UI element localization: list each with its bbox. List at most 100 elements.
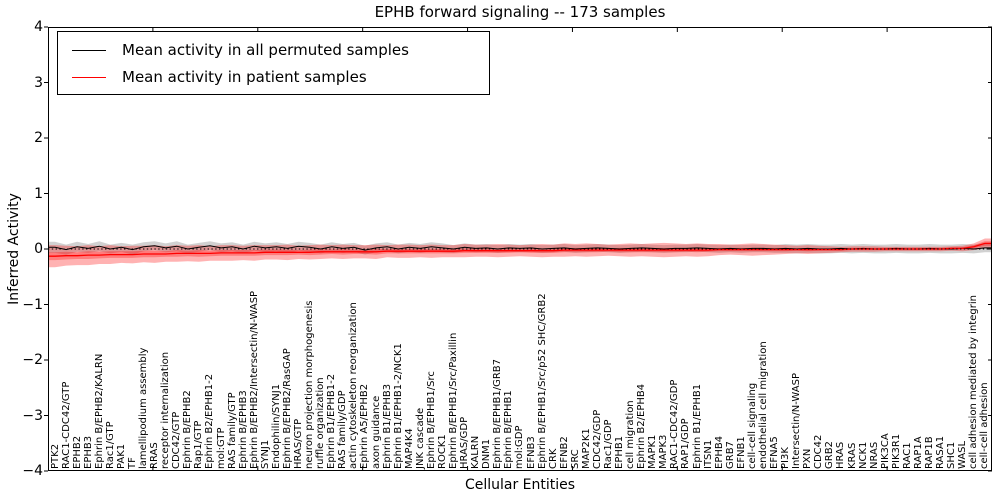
y-tick-label: −2 — [22, 352, 43, 368]
x-tick-label: RAS family/GTP — [226, 392, 238, 469]
x-tick-label: EPHB2 — [71, 435, 83, 469]
x-tick-label: PIK3R1 — [890, 433, 902, 469]
y-tick-label: 2 — [34, 130, 43, 146]
plot-frame — [48, 27, 992, 471]
x-tick-label: ruffle organization — [315, 377, 327, 469]
x-tick-label: ITSN1 — [702, 439, 714, 469]
x-tick-label: TF — [126, 457, 138, 469]
x-tick-label: Ephrin B/EPHB2/RasGAP — [281, 348, 293, 469]
chart-title: EPHB forward signaling -- 173 samples — [374, 3, 666, 21]
x-tick-label: receptor internalization — [160, 351, 172, 469]
x-tick-label: EPHB3 — [82, 435, 94, 469]
legend: Mean activity in all permuted samples Me… — [57, 31, 490, 95]
patient-line-swatch — [72, 76, 106, 78]
x-tick-label: RAP1A — [912, 436, 924, 469]
y-tick-label: 1 — [34, 185, 43, 202]
x-tick-label: PI3K — [780, 447, 792, 469]
x-tick-label: HRAS/GTP — [293, 418, 305, 469]
x-tick-label: cell migration — [625, 400, 637, 469]
x-tick-label: MAPK1 — [647, 434, 659, 469]
x-tick-label: Ephrin B2/EPHB1-2 — [204, 373, 216, 469]
x-tick-label: CRK — [547, 448, 559, 470]
legend-label-permuted: Mean activity in all permuted samples — [122, 41, 409, 59]
x-tick-label: HRAS/GDP — [459, 416, 471, 469]
x-tick-label: Ephrin B/EPHB3 — [237, 390, 249, 469]
x-tick-label: SRC — [569, 449, 581, 469]
y-tick-label: −1 — [22, 296, 43, 313]
x-tick-label: WASL — [957, 440, 969, 469]
x-tick-label: GRB2 — [824, 441, 836, 469]
x-tick-label: JNK cascade — [414, 407, 426, 469]
x-tick-label: SHC1 — [946, 441, 958, 469]
x-tick-label: RAP1B — [924, 436, 936, 469]
y-tick-label: −4 — [22, 463, 43, 479]
x-axis-label: Cellular Entities — [464, 477, 576, 493]
x-tick-label: CDC42 — [813, 434, 825, 469]
y-tick-label: −3 — [22, 407, 43, 424]
x-tick-label: Rac1/GDP — [603, 419, 614, 469]
x-tick-label: HRAS — [835, 441, 847, 469]
x-tick-label: Ephrin B/EPHB1/GRB7 — [492, 358, 504, 469]
x-tick-label: DNM1 — [481, 438, 493, 469]
x-tick-label: GRB7 — [724, 441, 736, 469]
x-tick-label: RAC1-CDC42/GTP — [60, 381, 72, 469]
x-tick-label: axon guidance — [370, 395, 382, 469]
x-tick-label: neuron projection morphogenesis — [304, 300, 316, 469]
x-tick-label: RAS family/GDP — [337, 390, 349, 469]
x-tick-label: Ephrin B/EPHB2/KALRN — [93, 353, 105, 469]
y-tick-label: 0 — [34, 241, 43, 257]
x-tick-label: ROCK1 — [436, 434, 448, 469]
x-tick-label: Endophilin/SYNJ1 — [270, 383, 282, 469]
x-tick-label: KRAS — [846, 442, 858, 469]
x-tick-label: RAP1/GDP — [680, 418, 692, 469]
legend-entry-patient: Mean activity in patient samples — [58, 66, 367, 88]
x-tick-label: Ephrin B2/EPHB4 — [636, 383, 648, 469]
x-tick-label: PTK2 — [49, 443, 61, 469]
x-tick-label: mol:GDP — [514, 425, 526, 470]
y-tick-label: 3 — [34, 74, 43, 91]
x-tick-label: Rap1/GTP — [193, 420, 205, 469]
x-tick-label: EFNB2 — [558, 436, 570, 469]
x-tick-label: EFNA5 — [769, 436, 781, 469]
x-tick-label: Intersectin/N-WASP — [791, 373, 803, 469]
x-tick-label: NRAS — [868, 441, 880, 469]
x-tick-label: Ephrin B1/EPHB1-2/NCK1 — [392, 343, 404, 469]
x-tick-label: PXN — [802, 448, 814, 469]
x-tick-label: Ephrin B1/EPHB3 — [381, 383, 393, 469]
x-tick-label: Rac1/GTP — [104, 421, 116, 469]
x-tick-label: endothelial cell migration — [757, 341, 769, 469]
x-tick-label: RASA1 — [935, 435, 947, 469]
x-tick-label: actin cytoskeleton reorganization — [348, 302, 360, 469]
x-tick-label: Ephrin B/EPHB2 — [182, 390, 194, 469]
x-tick-label: CDC42/GTP — [171, 411, 183, 469]
x-tick-label: Ephrin B/EPHB1/Src/Paxillin — [448, 332, 460, 469]
x-tick-label: Ephrin B/EPHB2/Intersectin/N-WASP — [248, 290, 260, 469]
x-tick-label: SYNJ1 — [259, 439, 271, 469]
x-tick-label: Ephrin B/EPHB1/Src — [425, 371, 437, 469]
permuted-line-swatch — [72, 49, 106, 51]
x-tick-label: KALRN — [470, 435, 482, 469]
x-tick-label: PAK1 — [115, 443, 127, 469]
x-tick-label: lamellipodium assembly — [138, 347, 150, 469]
x-tick-label: Ephrin B1/EPHB1-2 — [326, 373, 338, 469]
x-tick-label: RAC1 — [901, 442, 913, 469]
legend-entry-permuted: Mean activity in all permuted samples — [58, 39, 409, 61]
x-tick-label: Ephrin B/EPHB1/Src/p52 SHC/GRB2 — [536, 293, 548, 469]
x-tick-label: MAP4K4 — [403, 428, 415, 469]
x-tick-label: MAP2K1 — [580, 428, 592, 469]
x-tick-label: EFNB3 — [525, 436, 537, 469]
x-tick-label: NCK1 — [857, 441, 869, 469]
x-tick-label: cell adhesion mediated by integrin — [968, 295, 980, 469]
x-tick-label: RRAS — [149, 442, 161, 469]
x-tick-label: PIK3CA — [879, 433, 891, 469]
x-tick-label: EPHB1 — [614, 435, 626, 469]
x-tick-label: CDC42/GDP — [591, 409, 603, 469]
x-tick-label: MAPK3 — [658, 434, 670, 469]
x-tick-label: Ephrin B/EPHB1 — [503, 390, 515, 469]
x-tick-label: Ephrin A5/EPHB2 — [359, 383, 371, 469]
x-tick-label: mol:GTP — [215, 427, 227, 469]
x-tick-label: EFNB1 — [735, 436, 747, 469]
x-tick-label: RAC1-CDC42/GDP — [669, 379, 681, 469]
y-tick-label: 4 — [34, 19, 43, 35]
